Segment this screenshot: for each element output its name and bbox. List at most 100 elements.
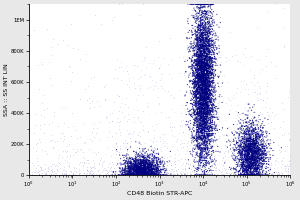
Point bbox=[260, 153, 265, 157]
Point bbox=[146, 172, 151, 175]
Point bbox=[126, 160, 131, 163]
Point bbox=[195, 110, 200, 113]
Point bbox=[159, 174, 164, 177]
Point bbox=[247, 170, 252, 173]
Point bbox=[252, 159, 256, 162]
Point bbox=[198, 104, 203, 107]
Point bbox=[139, 166, 144, 169]
Point bbox=[133, 174, 138, 177]
Point bbox=[202, 87, 207, 90]
Point bbox=[154, 157, 159, 160]
Point bbox=[253, 135, 257, 139]
Point bbox=[193, 117, 198, 120]
Point bbox=[238, 174, 243, 177]
Point bbox=[250, 163, 255, 166]
Point bbox=[263, 106, 268, 109]
Point bbox=[191, 112, 196, 115]
Point bbox=[80, 156, 85, 159]
Point bbox=[204, 82, 209, 85]
Point bbox=[287, 138, 292, 141]
Point bbox=[211, 140, 216, 143]
Point bbox=[187, 167, 192, 170]
Point bbox=[201, 47, 206, 51]
Point bbox=[135, 166, 140, 169]
Point bbox=[175, 172, 180, 175]
Point bbox=[196, 174, 200, 177]
Point bbox=[270, 174, 275, 177]
Point bbox=[203, 171, 208, 175]
Point bbox=[141, 164, 146, 167]
Point bbox=[196, 73, 201, 77]
Point bbox=[202, 75, 206, 78]
Point bbox=[190, 133, 195, 137]
Point bbox=[194, 45, 198, 48]
Point bbox=[198, 98, 203, 102]
Point bbox=[199, 45, 204, 48]
Point bbox=[251, 146, 256, 149]
Point bbox=[255, 174, 260, 177]
Point bbox=[213, 93, 218, 97]
Point bbox=[210, 89, 214, 93]
Point bbox=[202, 88, 207, 91]
Point bbox=[244, 172, 249, 175]
Point bbox=[133, 98, 138, 102]
Point bbox=[200, 76, 205, 79]
Point bbox=[136, 174, 141, 177]
Point bbox=[140, 174, 145, 177]
Point bbox=[204, 58, 209, 61]
Point bbox=[136, 166, 140, 169]
Point bbox=[141, 174, 146, 177]
Point bbox=[104, 116, 109, 119]
Point bbox=[148, 174, 152, 177]
Point bbox=[217, 47, 222, 50]
Point bbox=[247, 153, 251, 156]
Point bbox=[146, 172, 150, 176]
Point bbox=[198, 63, 203, 66]
Point bbox=[248, 174, 253, 177]
Point bbox=[250, 155, 255, 158]
Point bbox=[204, 67, 209, 71]
Point bbox=[209, 134, 214, 137]
Point bbox=[195, 33, 200, 37]
Point bbox=[144, 174, 149, 177]
Point bbox=[196, 36, 200, 39]
Point bbox=[150, 153, 155, 156]
Point bbox=[195, 55, 200, 58]
Point bbox=[210, 69, 215, 72]
Point bbox=[197, 36, 202, 39]
Point bbox=[200, 151, 204, 154]
Point bbox=[201, 73, 206, 77]
Point bbox=[151, 170, 156, 173]
Point bbox=[211, 149, 215, 152]
Point bbox=[253, 174, 258, 177]
Point bbox=[45, 174, 50, 177]
Point bbox=[203, 55, 208, 58]
Point bbox=[243, 168, 248, 172]
Point bbox=[185, 123, 190, 126]
Point bbox=[200, 43, 205, 46]
Point bbox=[202, 73, 207, 76]
Point bbox=[247, 152, 251, 156]
Point bbox=[195, 67, 200, 70]
Point bbox=[235, 141, 240, 144]
Point bbox=[239, 155, 244, 158]
Point bbox=[201, 111, 206, 115]
Point bbox=[199, 84, 204, 88]
Point bbox=[197, 84, 202, 88]
Point bbox=[138, 163, 142, 166]
Point bbox=[203, 22, 208, 25]
Point bbox=[198, 137, 203, 141]
Point bbox=[207, 93, 212, 96]
Point bbox=[248, 147, 253, 150]
Point bbox=[250, 106, 255, 109]
Point bbox=[153, 165, 158, 168]
Point bbox=[192, 136, 197, 140]
Point bbox=[142, 167, 147, 170]
Point bbox=[140, 174, 145, 177]
Point bbox=[255, 166, 260, 169]
Point bbox=[200, 83, 205, 86]
Point bbox=[268, 156, 273, 159]
Point bbox=[213, 73, 218, 76]
Point bbox=[145, 174, 150, 177]
Point bbox=[199, 49, 204, 52]
